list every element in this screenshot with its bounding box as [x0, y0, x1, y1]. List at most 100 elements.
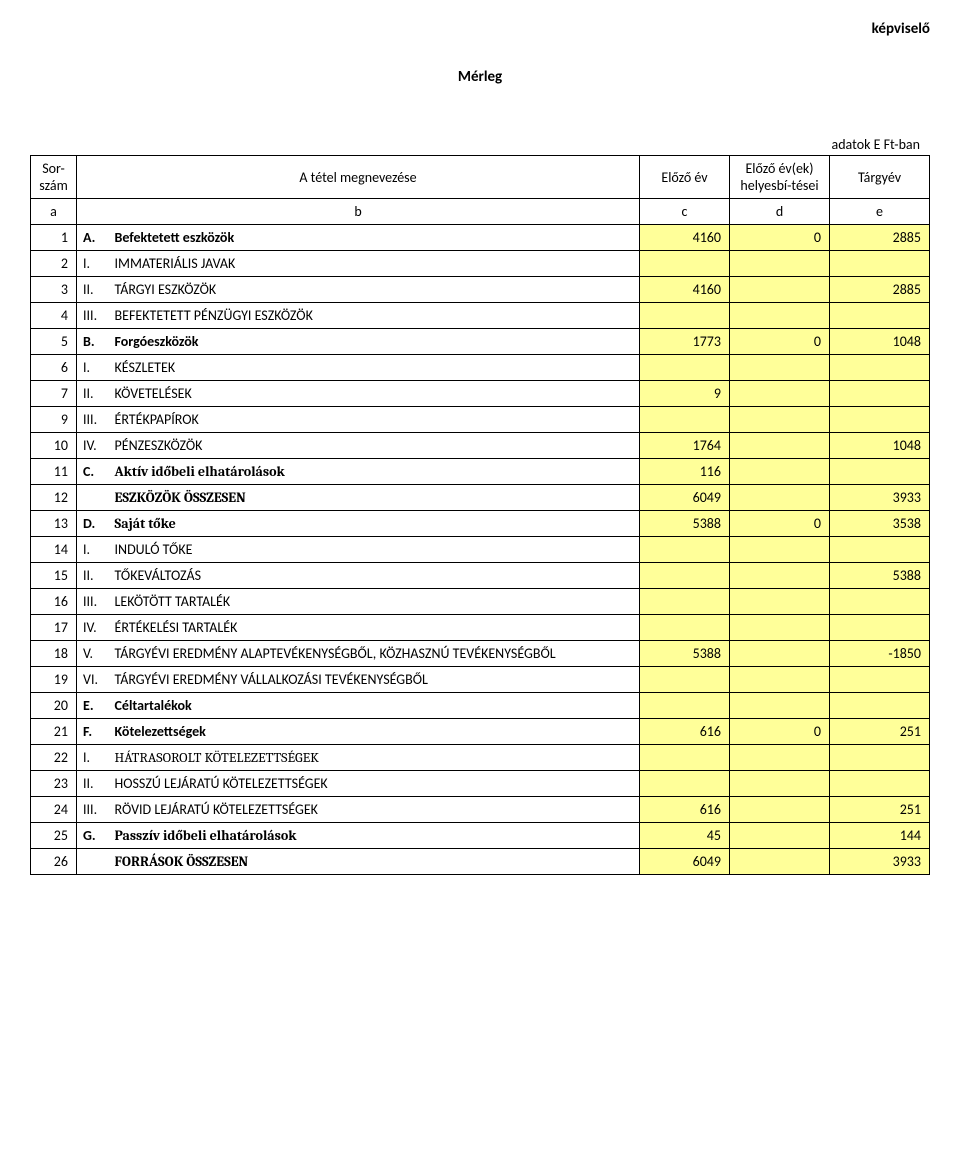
row-number: 22 [31, 745, 77, 771]
row-name: Céltartalékok [111, 693, 640, 719]
value-cell [640, 615, 730, 641]
row-number: 10 [31, 433, 77, 459]
row-level: IV. [77, 615, 111, 641]
row-name: INDULÓ TŐKE [111, 537, 640, 563]
value-cell [640, 693, 730, 719]
row-number: 15 [31, 563, 77, 589]
value-cell [730, 355, 830, 381]
value-cell [730, 407, 830, 433]
value-cell: 144 [830, 823, 930, 849]
row-name: Aktív időbeli elhatárolások [111, 459, 640, 485]
table-row: 20E.Céltartalékok [31, 693, 930, 719]
table-row: 17IV.ÉRTÉKELÉSI TARTALÉK [31, 615, 930, 641]
value-cell: 4160 [640, 277, 730, 303]
row-number: 3 [31, 277, 77, 303]
table-row: 12ESZKÖZÖK ÖSSZESEN60493933 [31, 485, 930, 511]
value-cell [730, 537, 830, 563]
value-cell: 616 [640, 719, 730, 745]
table-body: 1A.Befektetett eszközök4160028852I.IMMAT… [31, 225, 930, 875]
value-cell: 45 [640, 823, 730, 849]
table-row: 7II.KÖVETELÉSEK9 [31, 381, 930, 407]
value-cell: 0 [730, 225, 830, 251]
value-cell [640, 407, 730, 433]
value-cell [640, 563, 730, 589]
value-cell: 0 [730, 719, 830, 745]
row-level: III. [77, 407, 111, 433]
value-cell: 0 [730, 511, 830, 537]
value-cell: 0 [730, 329, 830, 355]
hdr-elozo-evek: Előző év(ek) helyesbí-tései [730, 156, 830, 199]
row-name: BEFEKTETETT PÉNZÜGYI ESZKÖZÖK [111, 303, 640, 329]
row-number: 17 [31, 615, 77, 641]
value-cell: 5388 [830, 563, 930, 589]
table-row: 14I.INDULÓ TŐKE [31, 537, 930, 563]
hdr-e: e [830, 199, 930, 225]
value-cell [830, 459, 930, 485]
value-cell [730, 459, 830, 485]
row-name: Saját tőke [111, 511, 640, 537]
balance-table: Sor-szám A tétel megnevezése Előző év El… [30, 155, 930, 875]
value-cell: 1764 [640, 433, 730, 459]
row-name: ÉRTÉKPAPÍROK [111, 407, 640, 433]
row-level: F. [77, 719, 111, 745]
table-row: 22I.HÁTRASOROLT KÖTELEZETTSÉGEK [31, 745, 930, 771]
hdr-targyev: Tárgyév [830, 156, 930, 199]
row-level: VI. [77, 667, 111, 693]
value-cell [730, 849, 830, 875]
row-name: PÉNZESZKÖZÖK [111, 433, 640, 459]
row-name: IMMATERIÁLIS JAVAK [111, 251, 640, 277]
value-cell: 3933 [830, 485, 930, 511]
row-number: 5 [31, 329, 77, 355]
value-cell: 616 [640, 797, 730, 823]
value-cell: 2885 [830, 225, 930, 251]
value-cell: 1773 [640, 329, 730, 355]
row-number: 4 [31, 303, 77, 329]
value-cell: 1048 [830, 433, 930, 459]
row-name: KÉSZLETEK [111, 355, 640, 381]
row-level: II. [77, 563, 111, 589]
row-level: III. [77, 797, 111, 823]
table-row: 1A.Befektetett eszközök416002885 [31, 225, 930, 251]
row-name: HOSSZÚ LEJÁRATÚ KÖTELEZETTSÉGEK [111, 771, 640, 797]
row-number: 26 [31, 849, 77, 875]
row-number: 13 [31, 511, 77, 537]
row-name: Kötelezettségek [111, 719, 640, 745]
value-cell [640, 355, 730, 381]
row-level: I. [77, 537, 111, 563]
value-cell: 116 [640, 459, 730, 485]
row-number: 9 [31, 407, 77, 433]
value-cell: 2885 [830, 277, 930, 303]
value-cell: 3933 [830, 849, 930, 875]
table-row: 19VI.TÁRGYÉVI EREDMÉNY VÁLLALKOZÁSI TEVÉ… [31, 667, 930, 693]
row-level: II. [77, 771, 111, 797]
row-number: 18 [31, 641, 77, 667]
value-cell [730, 303, 830, 329]
row-number: 24 [31, 797, 77, 823]
row-level: C. [77, 459, 111, 485]
table-row: 6I.KÉSZLETEK [31, 355, 930, 381]
row-name: TÁRGYÉVI EREDMÉNY VÁLLALKOZÁSI TEVÉKENYS… [111, 667, 640, 693]
value-cell [730, 771, 830, 797]
row-level: I. [77, 251, 111, 277]
table-row: 13D.Saját tőke538803538 [31, 511, 930, 537]
row-number: 12 [31, 485, 77, 511]
row-name: TÁRGYÉVI EREDMÉNY ALAPTEVÉKENYSÉGBŐL, KÖ… [111, 641, 640, 667]
value-cell [730, 641, 830, 667]
value-cell [640, 303, 730, 329]
value-cell: 1048 [830, 329, 930, 355]
value-cell [640, 667, 730, 693]
row-number: 25 [31, 823, 77, 849]
value-cell [730, 615, 830, 641]
row-name: FORRÁSOK ÖSSZESEN [111, 849, 640, 875]
row-name: ÉRTÉKELÉSI TARTALÉK [111, 615, 640, 641]
table-row: 11C.Aktív időbeli elhatárolások116 [31, 459, 930, 485]
value-cell [730, 823, 830, 849]
row-level: II. [77, 277, 111, 303]
value-cell [730, 251, 830, 277]
table-row: 5B.Forgóeszközök177301048 [31, 329, 930, 355]
row-number: 23 [31, 771, 77, 797]
value-cell [830, 303, 930, 329]
row-level: E. [77, 693, 111, 719]
value-cell [640, 771, 730, 797]
table-row: 26FORRÁSOK ÖSSZESEN60493933 [31, 849, 930, 875]
